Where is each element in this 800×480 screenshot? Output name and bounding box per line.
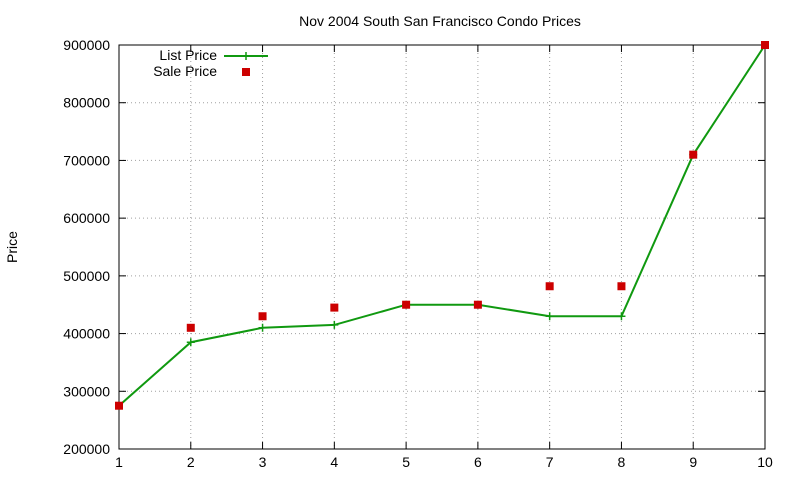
y-tick-label: 700000: [63, 152, 110, 168]
grid: [119, 45, 765, 449]
list-price-point: [258, 323, 267, 332]
sale-price-point: [761, 41, 769, 49]
y-axis-label: Price: [4, 231, 20, 263]
sale-price-point: [473, 300, 482, 309]
list-price-point: [545, 312, 554, 321]
list-price-point: [617, 312, 626, 321]
sale-price-point: [402, 300, 411, 309]
x-tick-label: 1: [115, 454, 123, 470]
series-layer: [115, 41, 769, 410]
plot-border: [118, 44, 766, 450]
x-tick-label: 3: [259, 454, 267, 470]
list-price-point: [330, 320, 339, 329]
legend-label-sale-price: Sale Price: [153, 63, 217, 79]
sale-price-point: [186, 323, 195, 332]
x-tick-label: 6: [474, 454, 482, 470]
legend-marker-sale-price: [242, 68, 250, 76]
list-price-point: [186, 338, 195, 347]
sale-price-point: [545, 282, 554, 291]
x-tick-label: 5: [402, 454, 410, 470]
x-tick-label: 2: [187, 454, 195, 470]
x-tick-label: 9: [689, 454, 697, 470]
legend-marker-list-price: [242, 52, 250, 60]
sale-price-point: [689, 150, 698, 159]
y-tick-label: 500000: [63, 268, 110, 284]
sale-price-point: [617, 282, 626, 291]
y-tick-label: 400000: [63, 326, 110, 342]
x-tick-label: 8: [618, 454, 626, 470]
x-tick-label: 7: [546, 454, 554, 470]
sale-price-point: [115, 401, 123, 410]
y-tick-label: 800000: [63, 95, 110, 111]
sale-price-point: [330, 303, 339, 312]
y-tick-label: 600000: [63, 210, 110, 226]
y-tick-label: 200000: [63, 441, 110, 457]
list-price-line: [118, 44, 766, 407]
axis-ticks: 1 2 3 4 5 6 7 8 9 10 200000 300000 400000 500000 60000…: [63, 37, 773, 470]
sale-price-point: [258, 312, 267, 321]
y-tick-label: 900000: [63, 37, 110, 53]
y-tick-label: 300000: [63, 383, 110, 399]
x-tick-label: 10: [757, 454, 773, 470]
x-tick-label: 4: [330, 454, 338, 470]
chart-title: Nov 2004 South San Francisco Condo Price…: [299, 13, 581, 29]
legend-label-list-price: List Price: [159, 47, 217, 63]
